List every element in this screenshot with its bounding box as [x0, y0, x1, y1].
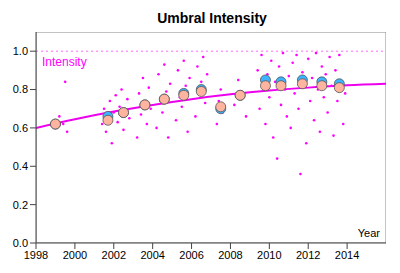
- svg-text:1.0: 1.0: [13, 45, 28, 57]
- svg-text:0.8: 0.8: [13, 83, 28, 95]
- svg-text:2002: 2002: [102, 249, 126, 261]
- html-text:Umbral Intensity: Umbral Intensity: [157, 10, 267, 26]
- svg-text:0.6: 0.6: [13, 122, 28, 134]
- svg-text:2010: 2010: [257, 249, 281, 261]
- svg-text:Year: Year: [358, 227, 381, 239]
- svg-text:Intensity: Intensity: [42, 55, 87, 69]
- svg-text:1998: 1998: [24, 249, 48, 261]
- svg-text:0.2: 0.2: [13, 199, 28, 211]
- svg-text:2014: 2014: [335, 249, 359, 261]
- svg-text:2012: 2012: [296, 249, 320, 261]
- svg-text:2004: 2004: [140, 249, 164, 261]
- svg-text:2008: 2008: [218, 249, 242, 261]
- svg-text:0.0: 0.0: [13, 237, 28, 249]
- svg-text:2006: 2006: [179, 249, 203, 261]
- svg-text:2000: 2000: [63, 249, 87, 261]
- svg-text:0.4: 0.4: [13, 160, 28, 172]
